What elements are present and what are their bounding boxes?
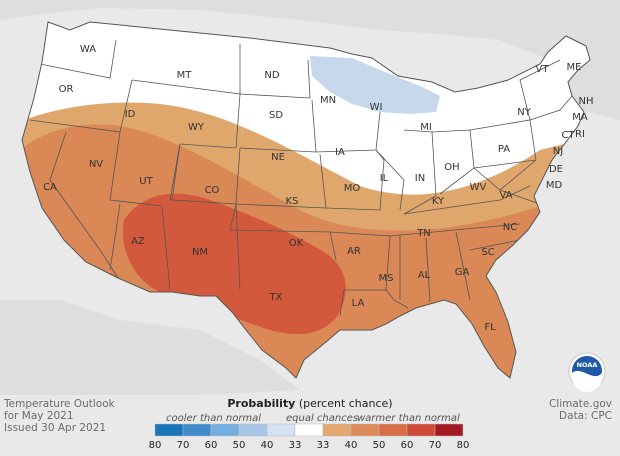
state-label-tn: TN [416, 228, 431, 239]
legend-swatch [210, 423, 240, 437]
state-label-ar: AR [347, 246, 361, 257]
state-label-wi: WI [370, 102, 383, 113]
state-label-oh: OH [444, 162, 459, 173]
state-label-ms: MS [379, 273, 394, 284]
state-label-ne: NE [271, 152, 285, 163]
state-label-pa: PA [498, 144, 510, 155]
state-label-co: CO [205, 185, 220, 196]
state-label-vt: VT [536, 64, 550, 75]
state-label-me: ME [567, 62, 582, 73]
noaa-logo: NOAA [568, 352, 606, 392]
legend-tick: 60 [400, 440, 414, 451]
legend-color-bar [154, 423, 464, 437]
state-label-or: OR [59, 84, 74, 95]
state-labels: WA OR CA NV ID MT WY UT AZ CO NM ND SD NE KS OK TX MN IA MO… [43, 44, 593, 333]
legend-tick: 40 [344, 440, 358, 451]
footer-left: Temperature Outlook for May 2021 Issued … [4, 398, 115, 434]
conus-outline [21, 21, 591, 379]
state-label-nj: NJ [553, 146, 563, 157]
footer-issued-line: Issued 30 Apr 2021 [4, 422, 107, 434]
state-label-de: DE [549, 164, 563, 175]
state-label-va: VA [499, 190, 512, 201]
legend-tick: 70 [176, 440, 190, 451]
legend-swatch [154, 423, 184, 437]
noaa-logo-text: NOAA [577, 361, 598, 369]
legend-swatch [378, 423, 408, 437]
footer-title-line: Temperature Outlook [4, 398, 115, 410]
legend-swatch [350, 423, 380, 437]
legend-tick: 70 [428, 440, 442, 451]
state-label-il: IL [380, 173, 389, 184]
state-label-fl: FL [484, 322, 496, 333]
state-label-md: MD [546, 180, 563, 191]
state-label-nd: ND [264, 70, 279, 81]
state-label-sd: SD [269, 110, 283, 121]
footer-source-data: Data: CPC [559, 410, 612, 422]
cool-anomaly-region [310, 56, 440, 114]
state-label-nh: NH [579, 96, 594, 107]
legend-title-bold: Probability [227, 397, 296, 410]
state-label-ga: GA [455, 267, 470, 278]
state-label-wv: WV [470, 182, 487, 193]
state-label-ct: CT [561, 130, 575, 141]
state-label-az: AZ [131, 236, 145, 247]
state-label-mn: MN [320, 95, 336, 106]
state-label-wa: WA [80, 44, 96, 55]
state-label-ca: CA [43, 182, 57, 193]
legend-title-rest: (percent chance) [298, 397, 393, 410]
legend-warmer-label: warmer than normal [357, 413, 460, 424]
legend-tick: 33 [316, 440, 330, 451]
footer-right: Climate.gov Data: CPC [549, 398, 612, 422]
state-label-nc: NC [503, 222, 517, 233]
state-label-tx: TX [269, 292, 283, 303]
legend-tick: 50 [372, 440, 386, 451]
state-label-in: IN [415, 173, 425, 184]
legend-tick: 80 [148, 440, 162, 451]
legend-tick: 80 [456, 440, 470, 451]
legend-equal-label: equal chances [286, 413, 359, 424]
legend-swatch [238, 423, 268, 437]
legend-swatch [406, 423, 436, 437]
state-label-la: LA [352, 298, 365, 309]
state-label-sc: SC [481, 247, 494, 258]
state-label-ri: RI [575, 129, 585, 140]
state-label-al: AL [418, 270, 431, 281]
footer-source-site: Climate.gov [548, 398, 612, 410]
legend-tick: 40 [260, 440, 274, 451]
legend-tick: 33 [288, 440, 302, 451]
warm-50-60-region [122, 193, 346, 335]
legend-cooler-label: cooler than normal [166, 413, 262, 424]
state-label-ny: NY [517, 107, 531, 118]
state-label-wy: WY [188, 122, 205, 133]
legend-swatch [182, 423, 212, 437]
state-borders [29, 39, 573, 317]
legend-swatch [266, 423, 296, 437]
surrounding-land [0, 0, 620, 395]
legend-swatch [434, 423, 464, 437]
state-label-mi: MI [420, 122, 432, 133]
state-label-nv: NV [89, 159, 103, 170]
state-label-id: ID [125, 109, 136, 120]
legend-swatch [294, 423, 324, 437]
legend-tick: 50 [232, 440, 246, 451]
state-label-mt: MT [177, 70, 193, 81]
state-label-ky: KY [432, 196, 445, 207]
legend-tick: 60 [204, 440, 218, 451]
state-label-ma: MA [572, 112, 588, 123]
state-label-ks: KS [286, 196, 299, 207]
legend-swatch [322, 423, 352, 437]
legend-title: Probability (percent chance) [0, 397, 620, 410]
state-label-nm: NM [192, 247, 208, 258]
state-label-mo: MO [344, 183, 361, 194]
state-label-ia: IA [335, 147, 345, 158]
state-label-ok: OK [289, 238, 304, 249]
footer-period-line: for May 2021 [4, 410, 74, 422]
state-label-ut: UT [139, 176, 153, 187]
